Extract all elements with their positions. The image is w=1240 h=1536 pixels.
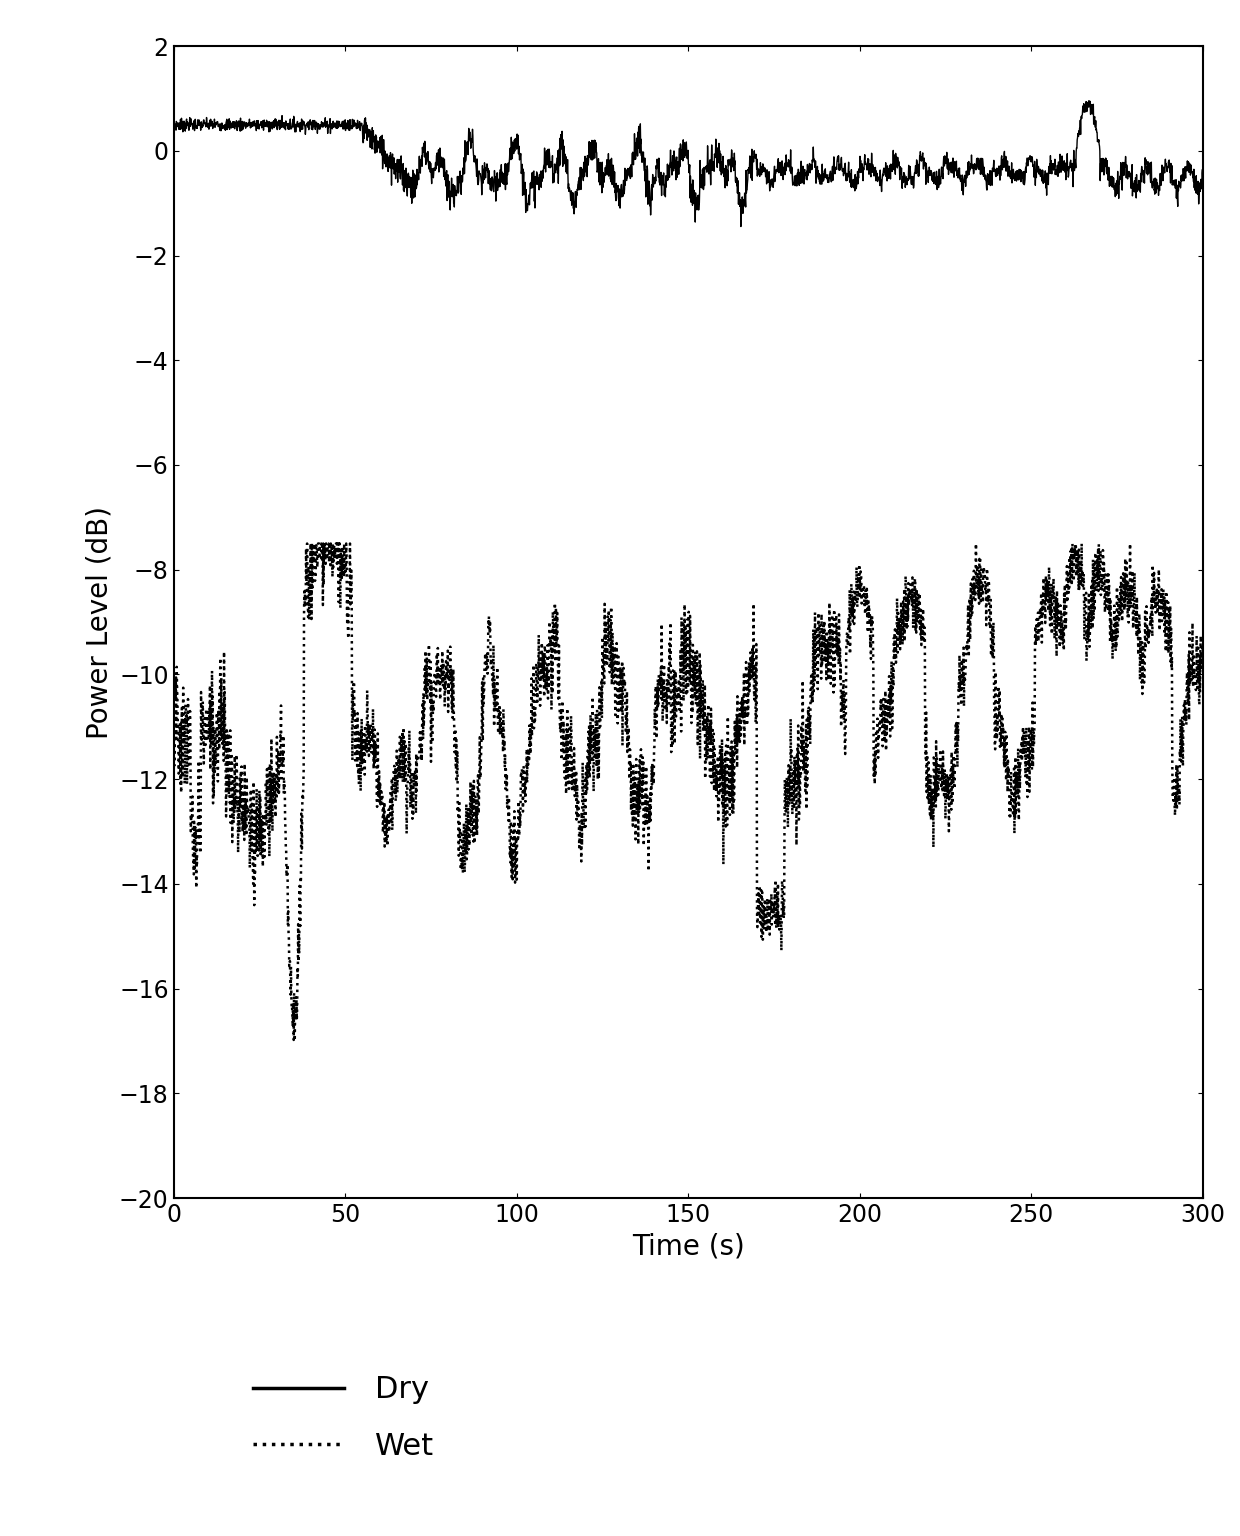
Legend: Dry, Wet: Dry, Wet [241,1362,446,1473]
Y-axis label: Power Level (dB): Power Level (dB) [86,505,113,739]
X-axis label: Time (s): Time (s) [632,1232,744,1261]
